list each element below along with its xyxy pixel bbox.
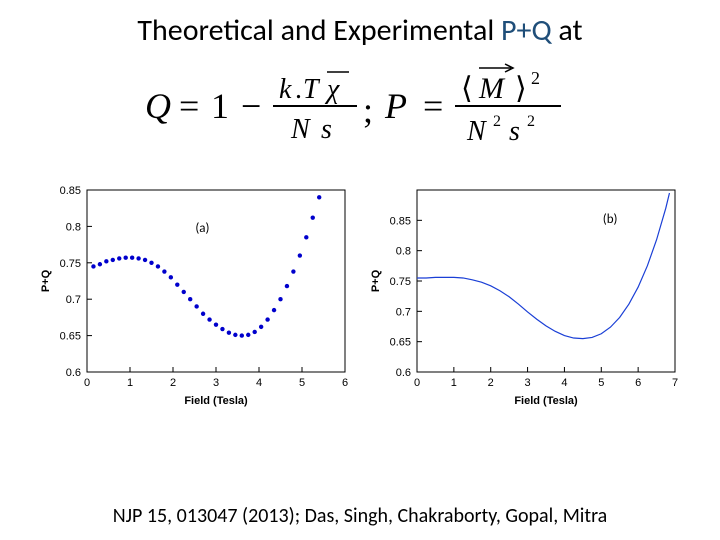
svg-text:s: s bbox=[509, 116, 520, 147]
svg-text:0.6: 0.6 bbox=[396, 367, 411, 379]
charts-row: 01234560.60.650.70.750.80.85Field (Tesla… bbox=[0, 180, 720, 415]
svg-text:Field (Tesla): Field (Tesla) bbox=[514, 395, 578, 407]
svg-text:.: . bbox=[295, 74, 302, 105]
svg-text:⟩: ⟩ bbox=[515, 72, 527, 105]
svg-text:P+Q: P+Q bbox=[370, 269, 382, 292]
svg-text:0.85: 0.85 bbox=[60, 185, 81, 197]
citation-line: NJP 15, 013047 (2013); Das, Singh, Chakr… bbox=[0, 504, 720, 528]
svg-text:=: = bbox=[423, 86, 443, 126]
formula-svg: Q = 1 − k . T χ N s ; P = bbox=[145, 60, 575, 150]
svg-text:4: 4 bbox=[256, 377, 262, 389]
svg-text:2: 2 bbox=[170, 377, 176, 389]
svg-text:M: M bbox=[478, 72, 506, 105]
svg-text:2: 2 bbox=[527, 113, 535, 130]
svg-text:k: k bbox=[279, 74, 292, 105]
svg-text:0: 0 bbox=[414, 377, 420, 389]
title-prefix: Theoretical and Experimental bbox=[137, 12, 501, 49]
svg-text:0.75: 0.75 bbox=[60, 258, 81, 270]
svg-text:0.85: 0.85 bbox=[390, 215, 411, 227]
formula-block: Q = 1 − k . T χ N s ; P = bbox=[0, 60, 720, 155]
svg-text:3: 3 bbox=[525, 377, 531, 389]
svg-text:2: 2 bbox=[531, 68, 540, 88]
svg-text:1: 1 bbox=[211, 86, 229, 126]
chart-a: 0 1 2 3 4 5 6 0.6 0.65 0.7 0.75 0.8 0.85 Field (Tesla… bbox=[35, 180, 355, 410]
svg-text:T: T bbox=[303, 74, 321, 105]
chart-b: 0 1 2 3 4 5 6 7 0.6 0.65 0.7 0.75 0.8 0.85 Field (Tesl… bbox=[365, 180, 685, 410]
svg-text:−: − bbox=[241, 86, 261, 126]
svg-text:5: 5 bbox=[598, 377, 604, 389]
svg-text:2: 2 bbox=[488, 377, 494, 389]
svg-text:χ: χ bbox=[324, 74, 340, 105]
svg-text:0.65: 0.65 bbox=[60, 331, 81, 343]
svg-text:Q: Q bbox=[145, 86, 171, 126]
svg-text:(a): (a) bbox=[195, 221, 209, 236]
chart-a-box: 0 1 2 3 4 5 6 0.6 0.65 0.7 0.75 0.8 0.85 Field (Tesla… bbox=[35, 180, 355, 415]
title-suffix: at bbox=[552, 12, 583, 49]
svg-text:(b): (b) bbox=[603, 212, 618, 227]
svg-text:3: 3 bbox=[213, 377, 219, 389]
svg-text:5: 5 bbox=[299, 377, 305, 389]
title-pq: P+Q bbox=[501, 12, 552, 49]
svg-text:0.65: 0.65 bbox=[390, 337, 411, 349]
svg-text:0.6: 0.6 bbox=[66, 367, 81, 379]
svg-text:=: = bbox=[179, 86, 199, 126]
svg-text:1: 1 bbox=[127, 377, 133, 389]
svg-text:P+Q: P+Q bbox=[40, 269, 52, 292]
chart-b-box: 0 1 2 3 4 5 6 7 0.6 0.65 0.7 0.75 0.8 0.85 Field (Tesl… bbox=[365, 180, 685, 415]
slide-title: Theoretical and Experimental P+Q at bbox=[0, 12, 720, 49]
svg-text:P: P bbox=[384, 86, 407, 126]
svg-text:7: 7 bbox=[672, 377, 678, 389]
svg-text:N: N bbox=[290, 114, 311, 145]
svg-text:s: s bbox=[321, 114, 332, 145]
svg-text:Field (Tesla): Field (Tesla) bbox=[184, 395, 248, 407]
svg-text:⟨: ⟨ bbox=[461, 72, 473, 105]
svg-text:0.75: 0.75 bbox=[390, 276, 411, 288]
svg-text:6: 6 bbox=[635, 377, 641, 389]
svg-text:4: 4 bbox=[561, 377, 567, 389]
svg-text:0.8: 0.8 bbox=[66, 221, 81, 233]
svg-text:N: N bbox=[466, 116, 487, 147]
svg-text:0.8: 0.8 bbox=[396, 246, 411, 258]
svg-text:2: 2 bbox=[493, 113, 501, 130]
svg-text:1: 1 bbox=[451, 377, 457, 389]
svg-text:6: 6 bbox=[342, 377, 348, 389]
svg-text:0: 0 bbox=[84, 377, 90, 389]
svg-text:0.7: 0.7 bbox=[66, 294, 81, 306]
svg-text:0.7: 0.7 bbox=[396, 306, 411, 318]
svg-text:;: ; bbox=[363, 90, 373, 130]
